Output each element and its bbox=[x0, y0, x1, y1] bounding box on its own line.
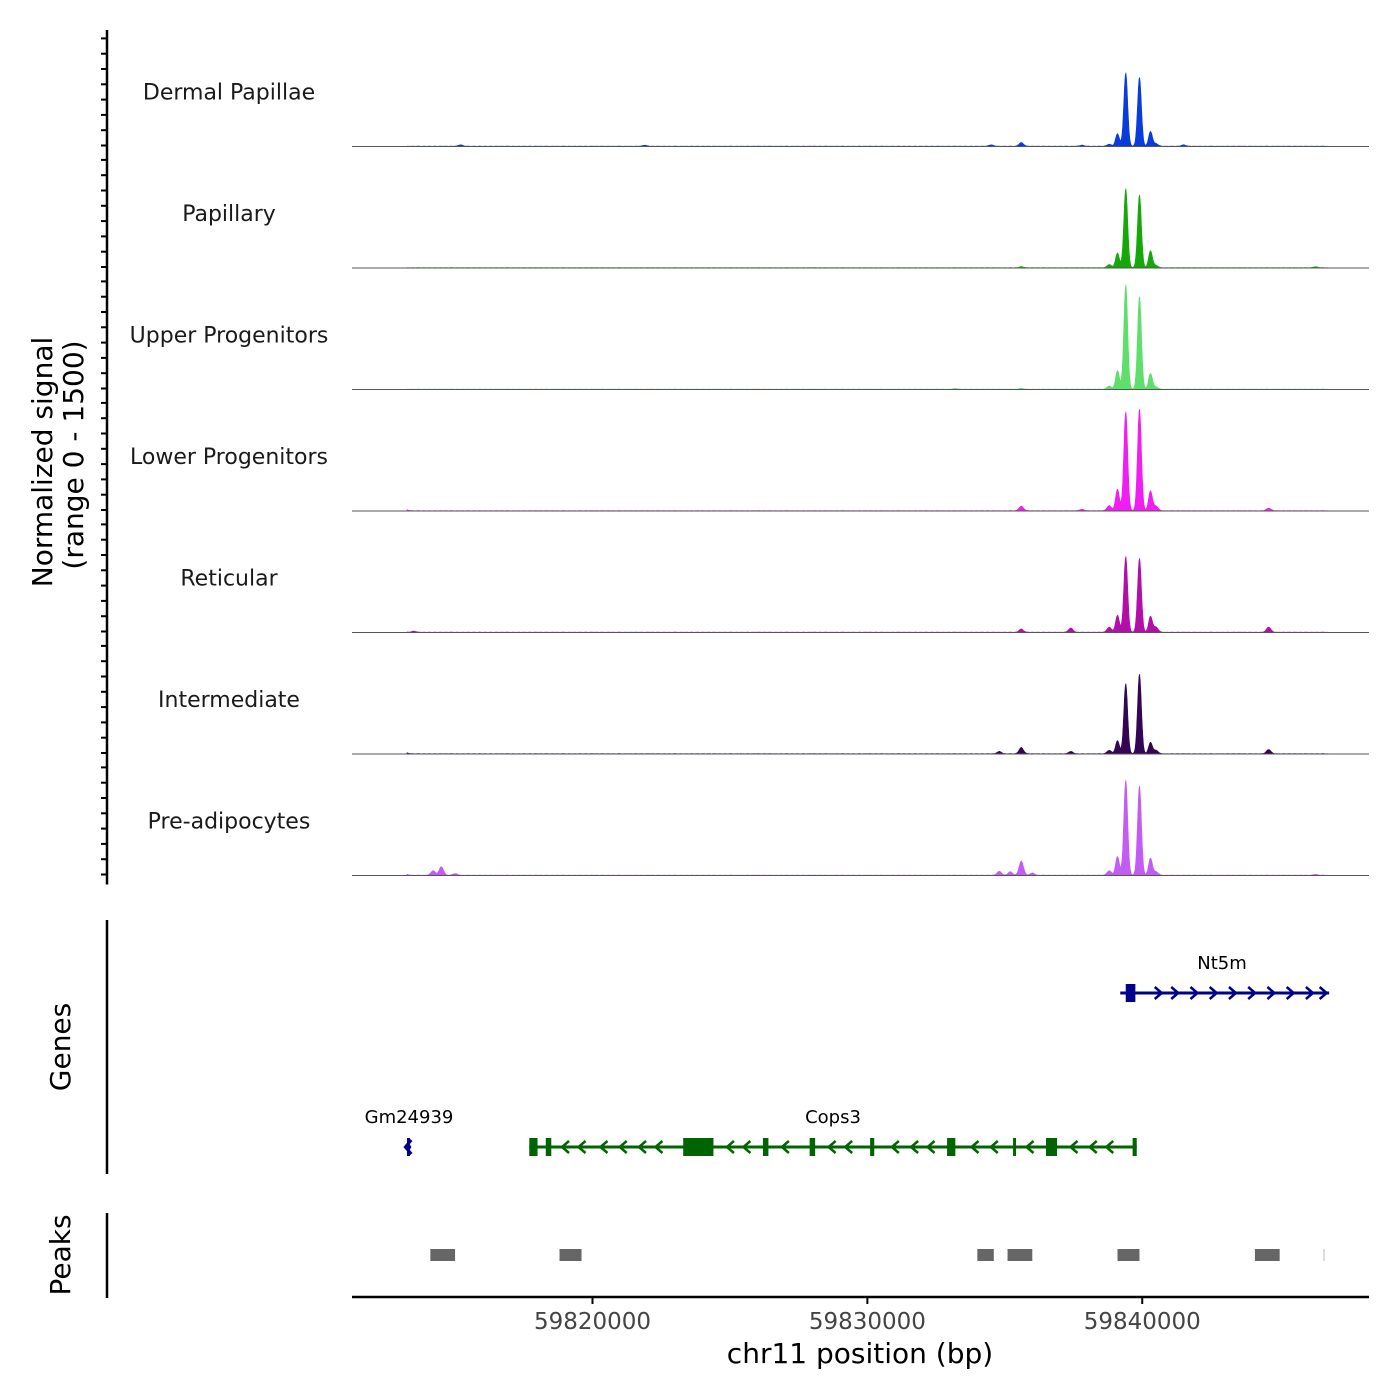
gene-exon bbox=[1125, 984, 1136, 1002]
gene-strand-arrow bbox=[925, 1140, 936, 1154]
track-label: Upper Progenitors bbox=[130, 324, 329, 349]
track-lower-progenitors: Lower Progenitors bbox=[130, 409, 1369, 512]
track-label: Dermal Papillae bbox=[143, 81, 315, 106]
peaks-axis-label: Peaks bbox=[44, 1214, 77, 1295]
gene-strand-arrow bbox=[889, 1140, 900, 1154]
gene-cops3: Cops3 bbox=[529, 1107, 1137, 1156]
gene-strand-arrow bbox=[826, 1140, 837, 1154]
gene-exon bbox=[1046, 1138, 1058, 1156]
gene-exon bbox=[683, 1138, 714, 1156]
track-reticular: Reticular bbox=[180, 556, 1369, 633]
signal-y-axis bbox=[101, 30, 109, 885]
gene-strand-arrow bbox=[1153, 986, 1164, 1000]
gene-strand-arrow bbox=[1024, 1140, 1035, 1154]
gene-strand-arrow bbox=[1208, 986, 1219, 1000]
gene-strand-arrow bbox=[988, 1140, 999, 1154]
gene-exon bbox=[762, 1138, 769, 1156]
signal-ylabel-line1: Normalized signal bbox=[26, 337, 59, 588]
gene-strand-arrow bbox=[1228, 986, 1238, 1000]
track-signal-area bbox=[406, 780, 1329, 876]
gene-track: Nt5m Gm24939 Cops3 bbox=[365, 953, 1330, 1156]
track-upper-progenitors: Upper Progenitors bbox=[130, 284, 1369, 390]
gene-exon bbox=[870, 1138, 875, 1156]
gene-label: Nt5m bbox=[1197, 953, 1247, 974]
track-papillary: Papillary bbox=[182, 188, 1369, 269]
gene-strand-arrow bbox=[1068, 1140, 1079, 1154]
x-tick-label: 59830000 bbox=[809, 1309, 926, 1335]
gene-exon bbox=[406, 1138, 410, 1156]
track-signal-area bbox=[406, 284, 1329, 390]
peak-track bbox=[430, 1249, 1325, 1261]
gene-strand-arrow bbox=[403, 1139, 413, 1155]
gene-strand-arrow bbox=[843, 1140, 853, 1154]
gene-strand-arrow bbox=[617, 1140, 628, 1154]
track-label: Intermediate bbox=[158, 688, 300, 713]
gene-strand-arrow bbox=[653, 1140, 664, 1154]
gene-strand-arrow bbox=[1087, 1140, 1098, 1154]
peak-region bbox=[559, 1249, 582, 1261]
gene-exon bbox=[809, 1138, 816, 1156]
gene-strand-arrow bbox=[560, 1140, 570, 1154]
gene-strand-arrow bbox=[1189, 986, 1200, 1000]
peak-region bbox=[430, 1249, 456, 1261]
track-label: Papillary bbox=[182, 202, 276, 227]
gene-exon bbox=[947, 1138, 956, 1156]
gene-label: Gm24939 bbox=[365, 1107, 454, 1128]
gene-strand-arrow bbox=[725, 1140, 735, 1154]
gene-strand-arrow bbox=[1266, 986, 1277, 1000]
gene-strand-arrow bbox=[909, 1140, 919, 1154]
gene-exon bbox=[1013, 1138, 1017, 1156]
gene-strand-arrow bbox=[1285, 986, 1296, 1000]
genes-axis-label: Genes bbox=[44, 1003, 77, 1091]
track-intermediate: Intermediate bbox=[158, 674, 1369, 755]
gene-strand-arrow bbox=[1170, 986, 1181, 1000]
track-signal-area bbox=[406, 556, 1329, 633]
x-tick-label: 59840000 bbox=[1084, 1309, 1201, 1335]
peak-region bbox=[1117, 1249, 1140, 1261]
track-signal-area bbox=[406, 409, 1329, 512]
signal-ylabel: Normalized signal bbox=[26, 337, 59, 588]
gene-strand-arrow bbox=[1305, 986, 1315, 1000]
gene-exon bbox=[1132, 1138, 1137, 1156]
track-signal-area bbox=[406, 72, 1329, 147]
track-dermal-papillae: Dermal Papillae bbox=[143, 72, 1369, 147]
gene-strand-arrow bbox=[1104, 1140, 1115, 1154]
x-axis-ticks: 59820000 59830000 59840000 bbox=[534, 1297, 1201, 1335]
x-axis-label: chr11 position (bp) bbox=[727, 1337, 993, 1370]
coverage-tracks: Dermal Papillae Papillary Upper Progenitor… bbox=[130, 72, 1369, 876]
signal-ylabel-range: (range 0 - 1500) bbox=[57, 340, 90, 569]
gene-gm24939: Gm24939 bbox=[365, 1107, 454, 1156]
gene-nt5m: Nt5m bbox=[1120, 953, 1330, 1002]
x-tick-label: 59820000 bbox=[534, 1309, 651, 1335]
signal-ylabel-line2: (range 0 - 1500) bbox=[57, 340, 90, 569]
gene-label: Cops3 bbox=[805, 1107, 861, 1128]
gene-strand-arrow bbox=[969, 1140, 980, 1154]
track-signal-area bbox=[406, 188, 1329, 269]
track-signal-area bbox=[406, 674, 1329, 755]
gene-strand-arrow bbox=[779, 1140, 790, 1154]
track-pre-adipocytes: Pre-adipocytes bbox=[148, 780, 1369, 876]
gene-exon bbox=[529, 1138, 538, 1156]
track-label: Pre-adipocytes bbox=[148, 810, 311, 835]
gene-strand-arrow bbox=[576, 1140, 587, 1154]
peak-region bbox=[977, 1249, 994, 1261]
gene-strand-arrow bbox=[1318, 986, 1329, 1000]
peak-region bbox=[1254, 1249, 1280, 1261]
gene-exon bbox=[545, 1138, 552, 1156]
gene-strand-arrow bbox=[1247, 986, 1258, 1000]
peak-region bbox=[1007, 1249, 1033, 1261]
gene-strand-arrow bbox=[598, 1140, 609, 1154]
gene-strand-arrow bbox=[637, 1140, 647, 1154]
gene-strand-arrow bbox=[741, 1140, 752, 1154]
track-label: Lower Progenitors bbox=[130, 445, 328, 470]
track-label: Reticular bbox=[180, 567, 278, 592]
